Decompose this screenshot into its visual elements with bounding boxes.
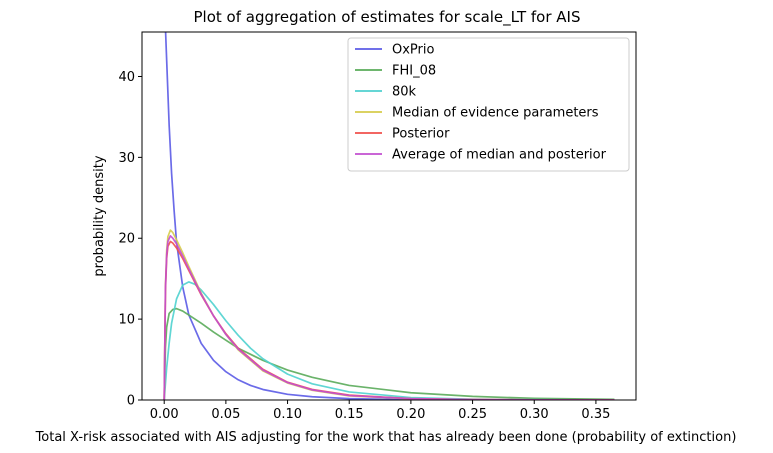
y-tick-label: 0 xyxy=(127,394,135,409)
y-tick-label: 10 xyxy=(118,313,135,328)
y-tick-label: 30 xyxy=(118,151,135,166)
chart-title: Plot of aggregation of estimates for sca… xyxy=(194,8,581,27)
legend-label-5: Posterior xyxy=(392,127,450,142)
x-tick-label: 0.30 xyxy=(520,407,549,422)
x-tick-label: 0.05 xyxy=(211,407,240,422)
x-axis-label: Total X-risk associated with AIS adjusti… xyxy=(35,430,737,445)
legend: OxPrio FHI_08 80k Median of evidence parame… xyxy=(347,37,630,172)
x-tick-label: 0.00 xyxy=(150,407,179,422)
legend-label-3: 80k xyxy=(392,85,417,100)
x-tick-label: 0.20 xyxy=(396,407,425,422)
plot-area-frame xyxy=(141,31,637,401)
legend-box xyxy=(347,37,630,172)
series-line-1 xyxy=(164,32,615,400)
legend-label-4: Median of evidence parameters xyxy=(392,106,599,121)
y-axis-label: probability density xyxy=(92,155,107,276)
legend-label-2: FHI_08 xyxy=(392,64,436,79)
y-axis-ticks: 0 10 20 30 40 xyxy=(118,70,142,409)
legend-label-6: Average of median and posterior xyxy=(392,148,607,163)
y-tick-label: 40 xyxy=(118,70,135,85)
x-tick-label: 0.15 xyxy=(335,407,364,422)
x-tick-label: 0.10 xyxy=(273,407,302,422)
x-tick-label: 0.35 xyxy=(581,407,610,422)
y-tick-label: 20 xyxy=(118,232,135,247)
series-line-3 xyxy=(163,281,615,400)
series-line-2 xyxy=(163,307,615,400)
series-layer xyxy=(163,32,615,400)
legend-label-1: OxPrio xyxy=(392,43,434,58)
series-line-6 xyxy=(163,234,615,400)
x-axis-ticks: 0.00 0.05 0.10 0.15 0.20 0.25 0.30 0.35 xyxy=(150,400,610,422)
x-tick-label: 0.25 xyxy=(458,407,487,422)
